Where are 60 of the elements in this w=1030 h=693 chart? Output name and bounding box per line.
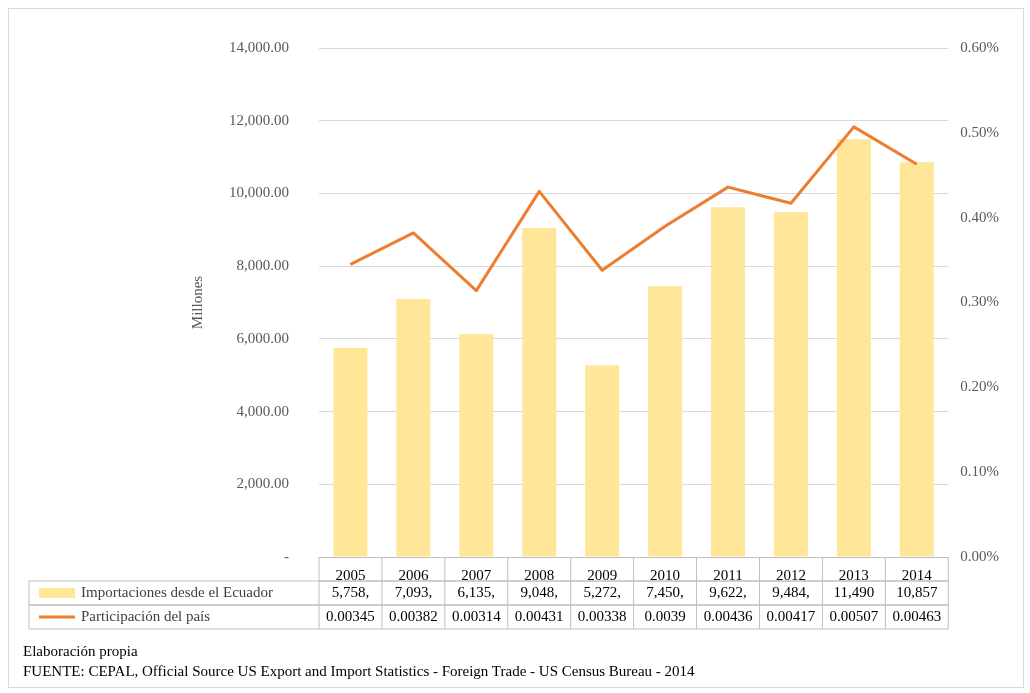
- bar: [396, 299, 431, 557]
- text: Elaboración propia: [23, 642, 139, 661]
- data-label: 0.00431: [514, 607, 564, 624]
- bar: [711, 207, 746, 557]
- data-label: 7,450,: [646, 583, 684, 600]
- bar: [333, 347, 368, 557]
- data-label: 5,272,: [583, 583, 621, 600]
- y2-tick-label: 0.10%: [960, 463, 999, 480]
- data-label: 9,484,: [772, 583, 810, 600]
- data-label: 6,135,: [457, 583, 496, 600]
- data-label: 0.00417: [766, 607, 816, 624]
- bar: [773, 212, 808, 557]
- y-axis-title: Millones: [188, 275, 205, 330]
- y2-tick-label: 0.00%: [960, 547, 999, 564]
- data-label: 0.00436: [703, 607, 753, 624]
- y2-tick-label: 0.40%: [960, 208, 999, 225]
- x-tick-label: 2013: [838, 566, 869, 583]
- data-label: 5,758,: [331, 583, 370, 600]
- bar: [648, 286, 683, 557]
- y2-tick-label: 0.30%: [960, 293, 999, 310]
- data-label: 10,857: [896, 583, 938, 600]
- y-tick-label: 6,000.00: [236, 329, 289, 346]
- x-tick-label: 2012: [775, 566, 806, 583]
- x-tick-label: 2014: [901, 566, 933, 583]
- legend-label: Importaciones desde el Ecuador: [81, 583, 274, 600]
- data-label: 0.00338: [577, 607, 627, 624]
- x-tick-label: 2008: [524, 566, 555, 583]
- bar: [585, 365, 620, 557]
- data-label: 7,093,: [394, 583, 433, 600]
- x-tick-label: 2005: [335, 566, 366, 583]
- bar: [459, 333, 494, 557]
- y2-tick-label: 0.50%: [960, 123, 999, 140]
- y-tick-label: 8,000.00: [236, 257, 289, 274]
- x-tick-label: 2006: [398, 566, 429, 583]
- bar: [836, 139, 871, 557]
- y-tick-label: 14,000.00: [229, 38, 289, 55]
- x-tick-label: 2007: [461, 566, 492, 583]
- y2-tick-label: 0.20%: [960, 378, 999, 395]
- data-label: 0.00314: [451, 607, 502, 624]
- x-tick-label: 2010: [650, 566, 681, 583]
- y-tick-label: -: [284, 547, 289, 564]
- bar: [522, 228, 557, 557]
- source-note: FUENTE: CEPAL, Official Source US Export and Import Statistics - Foreign Trade - US Census Bureau - 2014: [23, 662, 696, 681]
- y2-tick-label: 0.60%: [960, 38, 999, 55]
- x-tick-label: 2009: [587, 566, 618, 583]
- data-label: 0.00345: [326, 607, 375, 624]
- data-label: 11,490: [833, 583, 875, 600]
- y-tick-label: 2,000.00: [236, 475, 289, 492]
- data-label: 9,622,: [709, 583, 747, 600]
- data-label: 0.00507: [829, 607, 879, 624]
- x-tick-label: 2011: [713, 566, 743, 583]
- legend-label: Participación del país: [81, 607, 211, 624]
- data-label: 9,048,: [520, 583, 558, 600]
- y-tick-label: 10,000.00: [229, 184, 289, 201]
- bar: [899, 162, 934, 557]
- data-label: 0.0039: [644, 607, 686, 624]
- y-tick-label: 12,000.00: [229, 111, 289, 128]
- data-label: 0.00382: [389, 607, 438, 624]
- y-tick-label: 4,000.00: [236, 402, 289, 419]
- data-label: 0.00463: [892, 607, 942, 624]
